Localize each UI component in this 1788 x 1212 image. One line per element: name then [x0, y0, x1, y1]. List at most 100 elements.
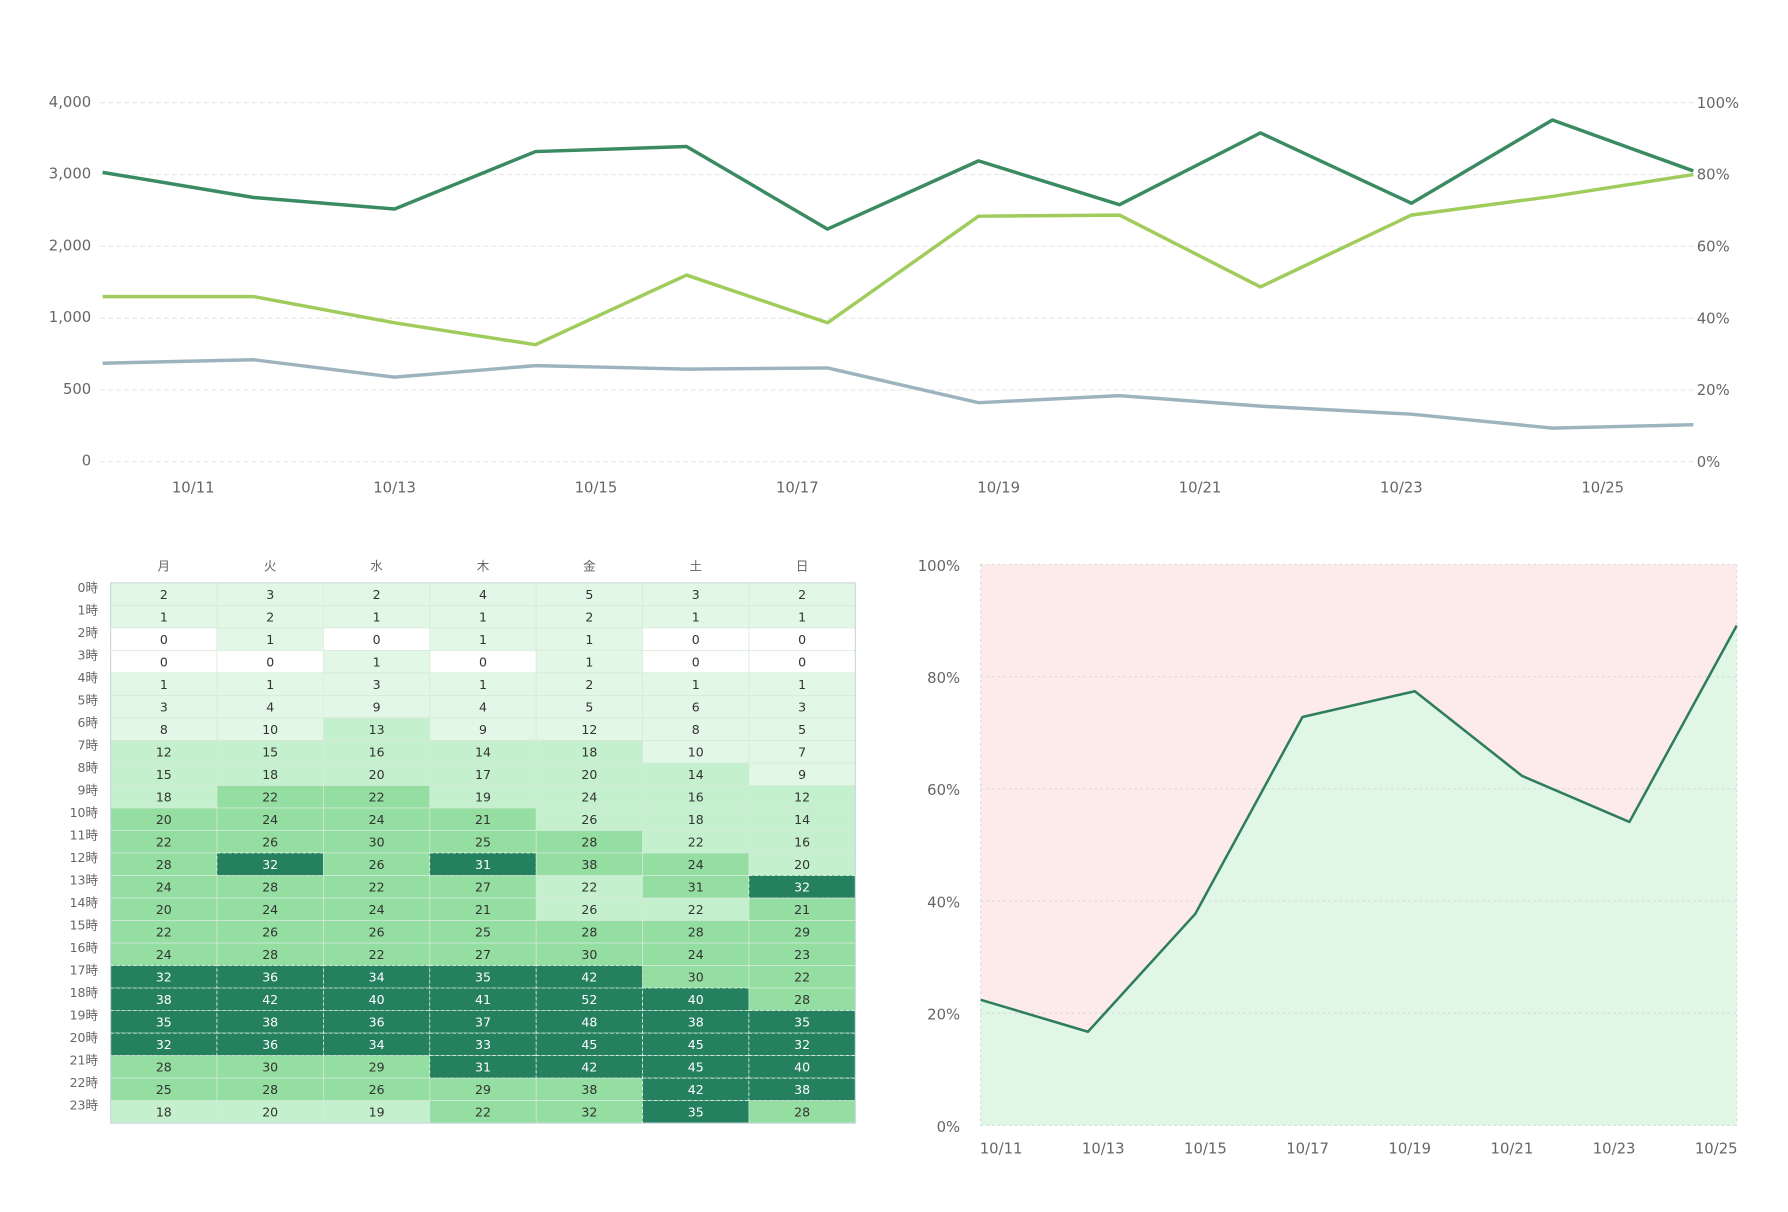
- cell-label: 45: [688, 1037, 704, 1052]
- row-label: 20時: [70, 1030, 99, 1045]
- cell-label: 0: [798, 632, 806, 647]
- cell-label: 4: [479, 587, 487, 602]
- cell-label: 1: [373, 609, 381, 624]
- cell-label: 32: [262, 857, 278, 872]
- cell-label: 9: [798, 767, 806, 782]
- cell-label: 0: [798, 654, 806, 669]
- cell-label: 36: [369, 1014, 385, 1029]
- row-label: 1時: [78, 602, 99, 617]
- cell-label: 26: [581, 902, 597, 917]
- cell-label: 22: [794, 969, 810, 984]
- row-label: 18時: [70, 985, 99, 1000]
- cell-label: 42: [581, 969, 597, 984]
- cell-label: 1: [160, 677, 168, 692]
- heat-cell: [535, 987, 643, 1011]
- cell-label: 21: [475, 812, 491, 827]
- cell-label: 1: [479, 632, 487, 647]
- cell-label: 22: [475, 1104, 491, 1119]
- cell-label: 12: [156, 744, 172, 759]
- row-label: 2時: [78, 625, 99, 640]
- cell-label: 19: [369, 1104, 385, 1119]
- cell-label: 6: [692, 699, 700, 714]
- cell-label: 42: [581, 1059, 597, 1074]
- cell-label: 25: [475, 834, 491, 849]
- cell-label: 40: [794, 1059, 810, 1074]
- cell-label: 14: [794, 812, 810, 827]
- cell-label: 1: [585, 632, 593, 647]
- cell-label: 1: [266, 632, 274, 647]
- cell-label: 1: [479, 677, 487, 692]
- y-tick-label: 0: [82, 452, 91, 470]
- cell-label: 32: [794, 1037, 810, 1052]
- cell-label: 38: [581, 857, 597, 872]
- cell-label: 12: [794, 789, 810, 804]
- cell-label: 30: [262, 1059, 278, 1074]
- cell-label: 0: [160, 632, 168, 647]
- cell-label: 24: [581, 789, 597, 804]
- cell-label: 28: [688, 924, 704, 939]
- heat-cell: [216, 1010, 324, 1034]
- cell-label: 0: [266, 654, 274, 669]
- cell-label: 36: [262, 969, 278, 984]
- cell-label: 27: [475, 879, 491, 894]
- cell-label: 1: [692, 677, 700, 692]
- cell-label: 0: [373, 632, 381, 647]
- cell-label: 3: [692, 587, 700, 602]
- heat-cell: [429, 852, 537, 876]
- cell-label: 26: [369, 857, 385, 872]
- area-fill: [980, 625, 1737, 1126]
- cell-label: 24: [688, 947, 704, 962]
- row-label: 9時: [78, 782, 99, 797]
- heat-cell: [642, 1100, 750, 1124]
- heat-cell: [748, 1055, 856, 1079]
- cell-label: 9: [373, 699, 381, 714]
- x-tick-label: 10/13: [373, 478, 416, 496]
- cell-label: 29: [794, 924, 810, 939]
- cell-label: 10: [688, 744, 704, 759]
- x-tick-label: 10/19: [1388, 1140, 1431, 1158]
- cell-label: 24: [262, 902, 278, 917]
- cell-label: 48: [581, 1014, 597, 1029]
- row-label: 4時: [78, 670, 99, 685]
- y-tick-label: 100%: [918, 557, 960, 575]
- cell-label: 25: [156, 1082, 172, 1097]
- cell-label: 18: [156, 789, 172, 804]
- heat-cell: [748, 1010, 856, 1034]
- row-label: 22時: [70, 1075, 99, 1090]
- row-label: 7時: [78, 737, 99, 752]
- cell-label: 15: [262, 744, 278, 759]
- heat-cell: [323, 987, 431, 1011]
- cell-label: 52: [581, 992, 597, 1007]
- cell-label: 22: [688, 902, 704, 917]
- cell-label: 35: [688, 1104, 704, 1119]
- cell-label: 24: [369, 812, 385, 827]
- cell-label: 35: [794, 1014, 810, 1029]
- heat-cell: [429, 965, 537, 989]
- heat-cell: [748, 1077, 856, 1101]
- cell-label: 4: [266, 699, 274, 714]
- heat-cell: [642, 1055, 750, 1079]
- cell-label: 2: [373, 587, 381, 602]
- cell-label: 8: [160, 722, 168, 737]
- row-label: 3時: [78, 647, 99, 662]
- cell-label: 18: [156, 1104, 172, 1119]
- cell-label: 28: [262, 1082, 278, 1097]
- y-tick-label: 4,000: [49, 93, 91, 111]
- cell-label: 1: [373, 654, 381, 669]
- cell-label: 1: [798, 677, 806, 692]
- cell-label: 22: [688, 834, 704, 849]
- cell-label: 38: [581, 1082, 597, 1097]
- cell-label: 25: [475, 924, 491, 939]
- heat-cell: [429, 1032, 537, 1056]
- heat-cell: [748, 1032, 856, 1056]
- cell-label: 38: [262, 1014, 278, 1029]
- cell-label: 35: [475, 969, 491, 984]
- cell-label: 16: [369, 744, 385, 759]
- y-tick-label: 40%: [927, 893, 960, 911]
- cell-label: 27: [475, 947, 491, 962]
- cell-label: 3: [373, 677, 381, 692]
- cell-label: 0: [479, 654, 487, 669]
- cell-label: 28: [262, 947, 278, 962]
- heat-cell: [216, 965, 324, 989]
- cell-label: 35: [156, 1014, 172, 1029]
